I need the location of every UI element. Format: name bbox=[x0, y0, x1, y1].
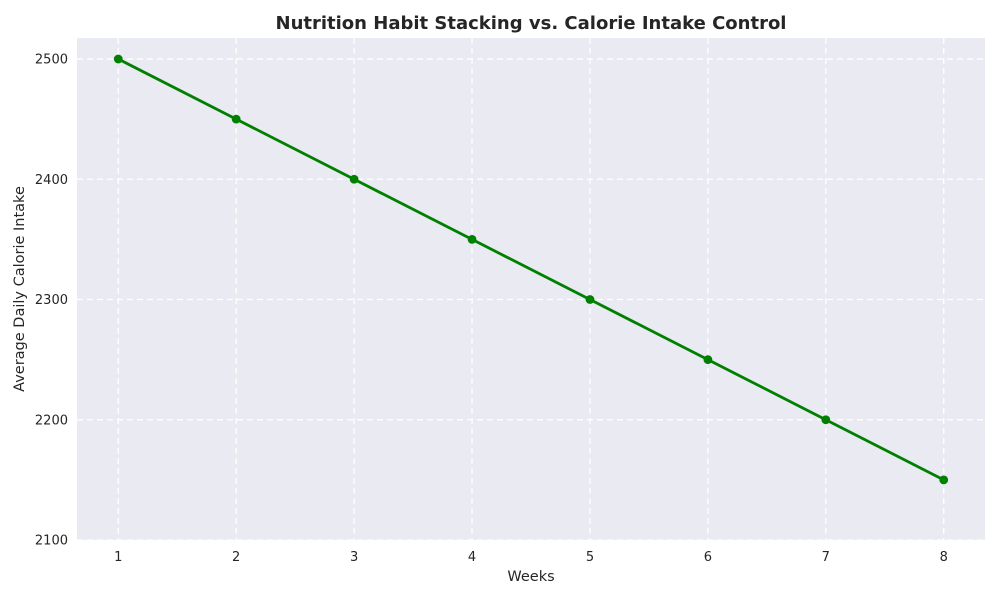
x-tick-label: 2 bbox=[232, 550, 240, 565]
y-tick-label: 2300 bbox=[35, 293, 68, 308]
data-point-marker bbox=[467, 235, 477, 244]
y-tick-label: 2400 bbox=[35, 173, 68, 188]
grid-lines bbox=[77, 38, 985, 541]
x-tick-label: 8 bbox=[940, 550, 948, 565]
x-tick-label: 7 bbox=[822, 550, 830, 565]
data-point-marker bbox=[113, 54, 123, 64]
y-tick-labels: 2100 2200 2300 2400 2500 bbox=[35, 53, 68, 549]
x-tick-label: 5 bbox=[586, 550, 594, 565]
plot-area-background bbox=[77, 38, 985, 540]
x-axis-label: Weeks bbox=[507, 569, 554, 585]
line-series bbox=[113, 54, 949, 485]
x-tick-label: 6 bbox=[704, 550, 712, 565]
y-tick-label: 2100 bbox=[35, 534, 68, 549]
y-tick-label: 2200 bbox=[35, 413, 68, 428]
x-tick-labels: 1 2 3 4 5 6 7 8 bbox=[114, 550, 948, 565]
data-point-marker bbox=[349, 174, 359, 184]
y-axis-label: Average Daily Calorie Intake bbox=[12, 186, 28, 392]
x-tick-label: 1 bbox=[114, 550, 122, 565]
data-point-marker bbox=[231, 114, 241, 124]
series-line bbox=[116, 57, 946, 482]
y-tick-label: 2500 bbox=[35, 53, 68, 68]
x-tick-label: 4 bbox=[468, 550, 476, 565]
data-point-marker bbox=[821, 415, 831, 425]
x-tick-label: 3 bbox=[350, 550, 358, 565]
data-point-marker bbox=[703, 355, 713, 365]
chart-title: Nutrition Habit Stacking vs. Calorie Int… bbox=[276, 13, 787, 34]
data-point-marker bbox=[939, 475, 949, 485]
data-point-marker bbox=[585, 295, 595, 304]
